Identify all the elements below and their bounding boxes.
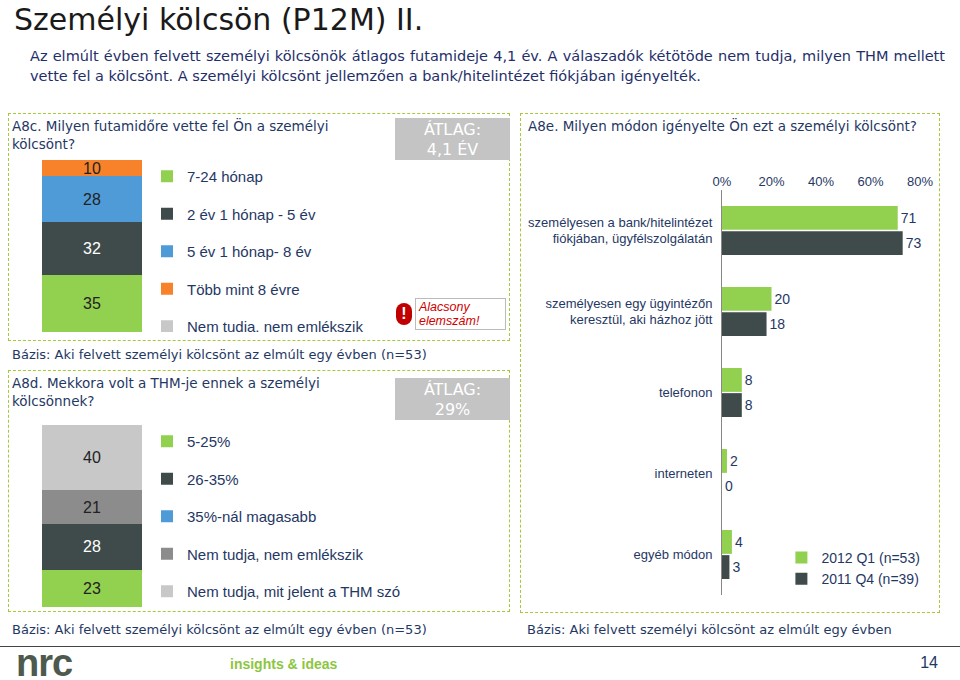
svg-text:71: 71 bbox=[901, 210, 917, 226]
svg-text:8: 8 bbox=[745, 372, 753, 388]
svg-text:0: 0 bbox=[725, 478, 733, 494]
svg-text:7-24 hónap: 7-24 hónap bbox=[187, 168, 263, 185]
html-text:A8c. Milyen futamidőre vette f: A8c. Milyen futamidőre vette fel Ön a sz… bbox=[12, 118, 329, 152]
html-text:Az elmúlt évben felvett személ: Az elmúlt évben felvett személyi kölcsön… bbox=[30, 48, 945, 84]
svg-text:személyesen a bank/hitelintéze: személyesen a bank/hitelintézetfiókjában… bbox=[528, 215, 713, 247]
svg-text:21: 21 bbox=[83, 499, 101, 516]
svg-text:10: 10 bbox=[83, 160, 101, 177]
svg-text:18: 18 bbox=[770, 316, 786, 332]
html-text:Bázis: Aki felvett személyi kö: Bázis: Aki felvett személyi kölcsönt az … bbox=[527, 622, 892, 637]
html-text:A8d. Mekkora volt a THM-je enn: A8d. Mekkora volt a THM-je ennek a szemé… bbox=[12, 375, 320, 409]
svg-text:8: 8 bbox=[745, 397, 753, 413]
html-text:ÁTLAG:: ÁTLAG: bbox=[423, 120, 482, 139]
svg-text:28: 28 bbox=[83, 538, 101, 555]
svg-text:35: 35 bbox=[83, 295, 101, 312]
html-text:Bázis: Aki felvett személyi kö: Bázis: Aki felvett személyi kölcsönt az … bbox=[12, 347, 427, 362]
svg-text:2: 2 bbox=[730, 453, 738, 469]
html-text:insights & ideas: insights & ideas bbox=[230, 656, 338, 672]
svg-text:73: 73 bbox=[906, 235, 922, 251]
svg-text:28: 28 bbox=[83, 191, 101, 208]
svg-text:35%-nál magasabb: 35%-nál magasabb bbox=[187, 508, 316, 525]
svg-text:40%: 40% bbox=[808, 174, 834, 189]
svg-text:Több mint 8 évre: Több mint 8 évre bbox=[187, 281, 300, 298]
svg-text:személyesen egy ügyintézőnkere: személyesen egy ügyintézőnkeresztül, aki… bbox=[545, 296, 712, 328]
svg-text:5-25%: 5-25% bbox=[187, 433, 230, 450]
svg-text:2011 Q4 (n=39): 2011 Q4 (n=39) bbox=[821, 571, 918, 587]
svg-text:23: 23 bbox=[83, 580, 101, 597]
svg-text:40: 40 bbox=[83, 449, 101, 466]
svg-text:5 év 1 hónap- 8 év: 5 év 1 hónap- 8 év bbox=[187, 243, 312, 260]
svg-text:3: 3 bbox=[732, 559, 740, 575]
svg-text:0%: 0% bbox=[713, 174, 732, 189]
svg-text:interneten: interneten bbox=[655, 466, 713, 481]
svg-text:2012 Q1 (n=53): 2012 Q1 (n=53) bbox=[821, 550, 919, 566]
html-text:ÁTLAG:: ÁTLAG: bbox=[423, 380, 482, 399]
svg-text:Nem tudja, nem emlékszik: Nem tudja, nem emlékszik bbox=[187, 546, 363, 563]
html-text:29%: 29% bbox=[434, 400, 471, 419]
svg-text:egyéb módon: egyéb módon bbox=[634, 547, 713, 562]
html-text:A8e. Milyen módon igényelte Ön: A8e. Milyen módon igényelte Ön ezt a sze… bbox=[528, 118, 917, 134]
svg-text:4: 4 bbox=[735, 534, 743, 550]
html-text:Személyi kölcsön (P12M) II.: Személyi kölcsön (P12M) II. bbox=[14, 2, 424, 37]
svg-text:Nem tudja, mit jelent a THM sz: Nem tudja, mit jelent a THM szó bbox=[187, 583, 400, 600]
svg-text:20%: 20% bbox=[758, 174, 784, 189]
svg-text:32: 32 bbox=[83, 240, 101, 257]
svg-text:80%: 80% bbox=[907, 174, 933, 189]
svg-text:26-35%: 26-35% bbox=[187, 471, 239, 488]
svg-text:60%: 60% bbox=[857, 174, 883, 189]
svg-text:telefonon: telefonon bbox=[659, 385, 713, 400]
svg-text:20: 20 bbox=[775, 291, 791, 307]
svg-text:Nem tudja, nem emlékszik: Nem tudja, nem emlékszik bbox=[187, 318, 363, 332]
html-text:Alacsony elemszám!: Alacsony elemszám! bbox=[418, 300, 480, 328]
svg-text:2 év 1 hónap - 5 év: 2 év 1 hónap - 5 év bbox=[187, 206, 316, 223]
html-text:Bázis: Aki felvett személyi kö: Bázis: Aki felvett személyi kölcsönt az … bbox=[12, 622, 427, 637]
html-text:14: 14 bbox=[920, 654, 938, 671]
html-text:4,1 ÉV: 4,1 ÉV bbox=[426, 140, 479, 159]
